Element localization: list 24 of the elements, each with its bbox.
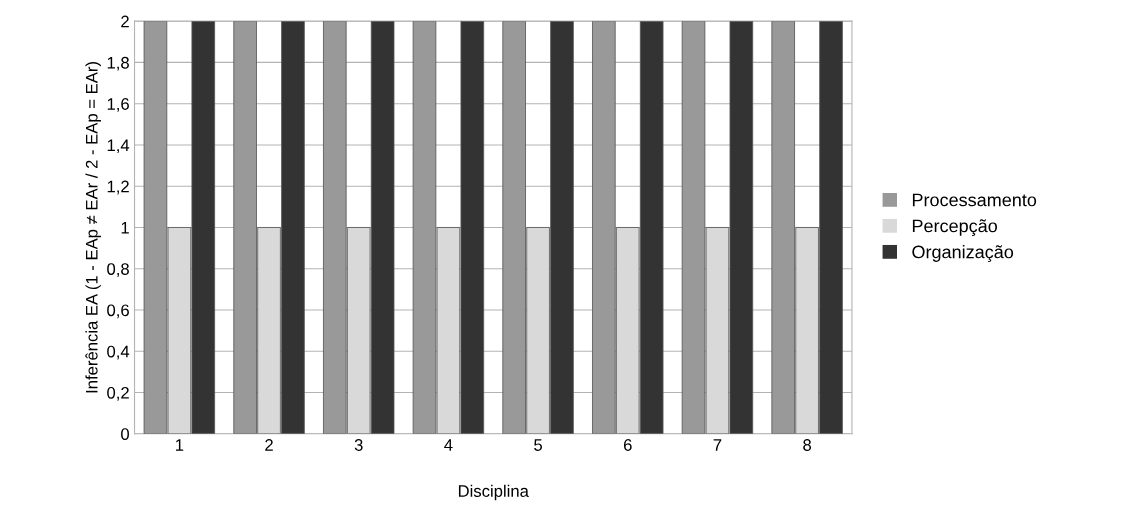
legend-label: Percepção bbox=[912, 219, 998, 236]
y-tick-label: 1 bbox=[121, 222, 129, 234]
y-tick-label: 0 bbox=[121, 428, 130, 440]
y-tick-label: 1,6 bbox=[107, 98, 129, 112]
y-tick-label: 0,2 bbox=[107, 386, 129, 401]
y-axis-title: Inferência EA (1 - EAp ≠ EAr / 2 - EAp = EAr) bbox=[85, 62, 101, 393]
y-tick-label: 0,8 bbox=[107, 263, 129, 277]
x-tick-label: 8 bbox=[803, 439, 812, 451]
y-tick-label: 1,8 bbox=[107, 56, 129, 71]
x-tick-label: 3 bbox=[354, 439, 363, 451]
legend-label: Organização bbox=[912, 245, 1014, 262]
x-tick-label: 1 bbox=[176, 439, 184, 451]
x-tick-label: 7 bbox=[713, 439, 722, 451]
x-tick-label: 5 bbox=[534, 439, 543, 451]
y-tick-label: 0,6 bbox=[107, 304, 129, 319]
x-axis-title: Disciplina bbox=[458, 484, 529, 501]
x-tick-label: 2 bbox=[265, 439, 273, 451]
x-tick-label: 6 bbox=[623, 439, 632, 451]
x-tick-label: 4 bbox=[444, 439, 453, 451]
y-tick-label: 1,2 bbox=[107, 180, 129, 195]
y-tick-label: 0,4 bbox=[107, 345, 130, 360]
legend-label: Processamento bbox=[912, 193, 1037, 207]
y-tick-label: 2 bbox=[121, 15, 129, 28]
y-tick-label: 1,4 bbox=[107, 139, 130, 154]
